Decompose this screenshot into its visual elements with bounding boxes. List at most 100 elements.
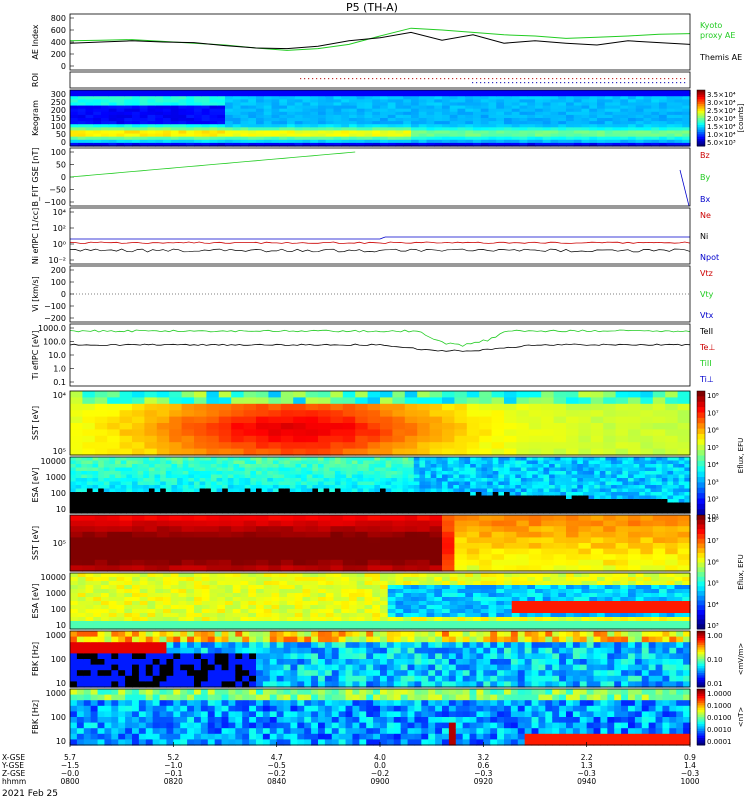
keogram-cell: [403, 127, 412, 132]
esa1-cell: [549, 485, 556, 490]
sst1-cell: [392, 416, 406, 424]
esa1-cell: [346, 457, 353, 462]
keogram-cell: [124, 93, 133, 97]
esa1-cell: [515, 502, 522, 507]
esa1-cell: [425, 460, 432, 465]
keogram-cell: [659, 96, 668, 100]
keogram-cell: [558, 105, 567, 110]
esa1-cell: [588, 499, 595, 504]
esa2-cell: [318, 613, 327, 618]
esa1-cell: [526, 492, 533, 497]
sst2-cell: [305, 537, 319, 544]
keogram-cell: [488, 133, 497, 138]
esa1-cell: [537, 481, 545, 486]
esa1-cell: [396, 457, 404, 462]
esa2-cell: [333, 585, 342, 590]
keogram-cell: [496, 124, 505, 128]
keogram-cell: [333, 96, 342, 100]
sst1-cell: [305, 416, 319, 424]
esa2-cell: [263, 617, 273, 622]
esa2-cell: [279, 617, 288, 622]
esa2-cell: [256, 581, 265, 586]
sst2-cell: [417, 543, 431, 550]
keogram-cell: [573, 99, 583, 104]
keogram-cell: [256, 121, 265, 125]
keogram-cell: [418, 111, 428, 116]
esa2-cell: [248, 601, 257, 606]
esa1-cell: [177, 488, 184, 493]
esa1-cell: [616, 492, 623, 497]
esa1-cell: [509, 506, 516, 511]
esa1-cell: [560, 481, 567, 486]
esa1-cell: [582, 478, 590, 483]
esa1-cell: [458, 478, 466, 483]
roi-dot: [488, 78, 490, 80]
keogram-cell: [620, 124, 629, 128]
esa2-cell: [194, 573, 203, 578]
sst2-cell: [156, 531, 170, 538]
esa1-cell: [554, 502, 561, 507]
esa1-cell: [306, 506, 313, 511]
esa1-cell: [425, 464, 432, 469]
keogram-cell: [217, 118, 226, 122]
keogram-cell: [674, 114, 683, 119]
esa2-cell: [108, 605, 118, 610]
esa1-cell: [402, 474, 409, 479]
keogram-cell: [85, 108, 94, 113]
sst1-cell: [318, 416, 331, 424]
esa1-cell: [492, 502, 499, 507]
esa1-cell: [391, 499, 398, 504]
sst2-cell: [417, 520, 431, 527]
esa1-cell: [357, 499, 364, 504]
keogram-cell: [488, 142, 497, 147]
keogram-cell: [325, 90, 335, 94]
keogram-cell: [465, 102, 474, 107]
sst1-cell: [590, 448, 604, 456]
keogram-cell: [116, 102, 125, 107]
keogram-ylabel: Keogram: [31, 100, 40, 136]
keogram-cell: [364, 130, 373, 135]
keogram-cell: [155, 96, 164, 100]
keogram-cell: [93, 130, 102, 135]
sst2-cell: [528, 526, 542, 533]
keogram-cell: [155, 133, 164, 138]
keogram-cell: [558, 136, 567, 141]
sst2-cell: [479, 526, 493, 533]
sst2-cell: [429, 520, 443, 527]
keogram-cell: [604, 105, 614, 110]
esa1-cell: [160, 509, 167, 514]
sst2-cell: [603, 537, 617, 544]
sst2-cell: [404, 531, 418, 538]
esa1-cell: [188, 474, 195, 479]
esa1-cell: [154, 457, 161, 462]
keogram-cell: [449, 139, 459, 144]
esa2-cell: [287, 621, 296, 626]
esa1-cell: [301, 495, 308, 500]
esa1-cell: [656, 495, 663, 500]
esa1-cell: [475, 485, 483, 490]
sst1-cell: [206, 403, 220, 411]
esa1-cell: [363, 474, 370, 479]
esa2-cell: [116, 621, 125, 626]
keogram-cell: [132, 124, 141, 128]
esa2-cell: [248, 577, 257, 582]
esa1-cell: [588, 502, 595, 507]
esa2-cell: [93, 621, 102, 626]
keogram-cell: [356, 121, 366, 125]
keogram-cell: [279, 130, 288, 135]
keogram-cell: [194, 102, 203, 107]
esa1-cell: [633, 467, 640, 472]
keogram-cell: [333, 108, 342, 113]
sst2-cell: [504, 526, 517, 533]
esa1-cell: [154, 502, 161, 507]
esa1-cell: [402, 509, 409, 514]
sst2-cell: [181, 526, 195, 533]
esa1-cell: [481, 464, 488, 469]
esa1-cell: [227, 502, 235, 507]
sst1-ylabel: SST [eV]: [31, 406, 40, 440]
esa1-cell: [346, 492, 353, 497]
roi-dot: [372, 78, 374, 80]
sst1-cell: [231, 397, 245, 405]
esa2-cell: [294, 617, 304, 622]
keogram-cell: [271, 142, 280, 147]
